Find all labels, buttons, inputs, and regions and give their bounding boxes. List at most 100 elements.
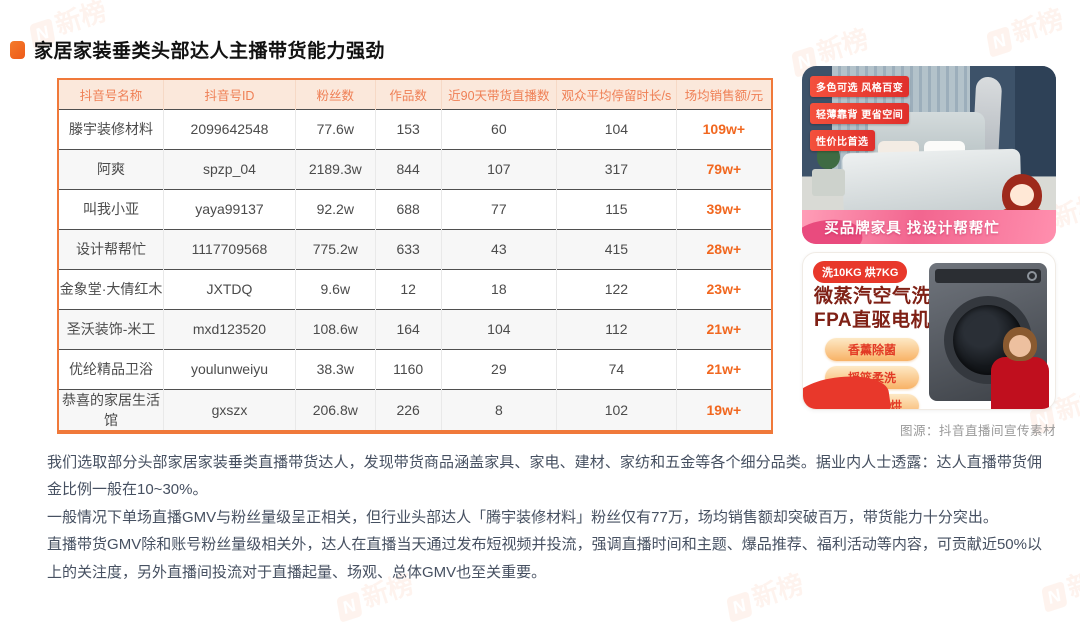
table-row: 设计帮帮忙 1117709568 775.2w 633 43 415 28w+ bbox=[58, 228, 772, 269]
cell-name: 阿爽 bbox=[58, 148, 164, 189]
cell-gmv: 79w+ bbox=[675, 148, 772, 189]
table-row: 优纶精品卫浴 youlunweiyu 38.3w 1160 29 74 21w+ bbox=[58, 348, 772, 389]
header-live-count: 近90天带货直播数 bbox=[440, 79, 557, 109]
table-row: 滕宇装修材料 2099642548 77.6w 153 60 104 109w+ bbox=[58, 108, 772, 149]
cell-gmv: 21w+ bbox=[675, 348, 772, 389]
promo-column: 多色可选 风格百变 轻薄靠背 更省空间 性价比首选 买品牌家具 找设计帮帮忙 洗… bbox=[802, 66, 1056, 439]
pill-fragrance: 香薰除菌 bbox=[825, 338, 919, 361]
banner-slogan: 买品牌家具 找设计帮帮忙 bbox=[824, 220, 1000, 237]
mascot-face bbox=[1010, 184, 1034, 206]
header-fans: 粉丝数 bbox=[294, 79, 376, 109]
host-face bbox=[1009, 335, 1031, 357]
furniture-ad-image: 多色可选 风格百变 轻薄靠背 更省空间 性价比首选 买品牌家具 找设计帮帮忙 bbox=[802, 66, 1056, 244]
cell-works: 12 bbox=[374, 268, 442, 309]
cell-fans: 38.3w bbox=[294, 348, 376, 389]
washer-ad-image: 洗10KG 烘7KG 微蒸汽空气洗 FPA直驱电机 香薰除菌 摇篮柔洗 智能蒸汽… bbox=[802, 252, 1056, 410]
ad-banner: 买品牌家具 找设计帮帮忙 bbox=[802, 210, 1056, 244]
cell-stay: 115 bbox=[556, 188, 677, 229]
cell-gmv: 39w+ bbox=[675, 188, 772, 229]
cell-name: 优纶精品卫浴 bbox=[58, 348, 164, 389]
cell-works: 164 bbox=[374, 308, 442, 349]
image-source-caption: 图源：抖音直播间宣传素材 bbox=[899, 424, 1056, 438]
cell-stay: 112 bbox=[556, 308, 677, 349]
watermark-logo: N新榜 bbox=[1036, 554, 1080, 614]
cell-lives: 18 bbox=[440, 268, 557, 309]
cell-lives: 29 bbox=[440, 348, 557, 389]
cell-name: 滕宇装修材料 bbox=[58, 108, 164, 149]
cell-lives: 60 bbox=[440, 108, 557, 149]
badge-value: 性价比首选 bbox=[810, 130, 875, 151]
watermark-logo: N新榜 bbox=[981, 0, 1068, 58]
header-gmv: 场均销售额/元 bbox=[675, 79, 772, 109]
washer-control-panel bbox=[935, 269, 1041, 283]
cell-name: 金象堂·大倩红木 bbox=[58, 268, 164, 309]
cell-lives: 43 bbox=[440, 228, 557, 269]
washer-dial bbox=[1027, 271, 1037, 281]
cell-fans: 77.6w bbox=[294, 108, 376, 149]
host-photo bbox=[989, 327, 1051, 409]
header-account-name: 抖音号名称 bbox=[58, 79, 164, 109]
table-header-row: 抖音号名称 抖音号ID 粉丝数 作品数 近90天带货直播数 观众平均停留时长/s… bbox=[58, 79, 772, 109]
cell-gmv: 21w+ bbox=[675, 308, 772, 349]
cell-stay: 317 bbox=[556, 148, 677, 189]
paragraph-2: 一般情况下单场直播GMV与粉丝量级呈正相关，但行业头部达人「腾宇装修材料」粉丝仅… bbox=[47, 508, 998, 526]
cell-name: 叫我小亚 bbox=[58, 188, 164, 229]
headline-line1: 微蒸汽空气洗 bbox=[814, 286, 932, 307]
header-works: 作品数 bbox=[374, 79, 442, 109]
cell-gmv: 19w+ bbox=[675, 388, 772, 432]
cell-works: 844 bbox=[374, 148, 442, 189]
paragraph-3: 直播带货GMV除和账号粉丝量级相关外，达人在直播当天通过发布短视频并投流，强调直… bbox=[47, 536, 1042, 581]
cell-id: spzp_04 bbox=[163, 148, 296, 189]
cell-fans: 92.2w bbox=[294, 188, 376, 229]
header-avg-stay: 观众平均停留时长/s bbox=[556, 79, 677, 109]
cell-works: 1160 bbox=[374, 348, 442, 389]
washer-headline: 微蒸汽空气洗 FPA直驱电机 bbox=[814, 285, 931, 333]
cell-gmv: 23w+ bbox=[675, 268, 772, 309]
host-suit bbox=[991, 357, 1049, 409]
cell-id: 2099642548 bbox=[163, 108, 296, 149]
table-row: 圣沃装饰-米工 mxd123520 108.6w 164 104 112 21w… bbox=[58, 308, 772, 349]
cell-id: mxd123520 bbox=[163, 308, 296, 349]
cell-works: 688 bbox=[374, 188, 442, 229]
cell-stay: 74 bbox=[556, 348, 677, 389]
cell-works: 633 bbox=[374, 228, 442, 269]
cell-works: 153 bbox=[374, 108, 442, 149]
cell-stay: 104 bbox=[556, 108, 677, 149]
cell-fans: 775.2w bbox=[294, 228, 376, 269]
cell-id: youlunweiyu bbox=[163, 348, 296, 389]
wall-dark-column bbox=[1015, 66, 1056, 177]
newrank-logo-icon: N bbox=[726, 590, 753, 623]
analysis-text: 我们选取部分头部家居家装垂类直播带货达人，发现带货商品涵盖家具、家电、建材、家纺… bbox=[47, 449, 1042, 586]
ad-feature-badges: 多色可选 风格百变 轻薄靠背 更省空间 性价比首选 bbox=[810, 76, 910, 151]
cell-fans: 9.6w bbox=[294, 268, 376, 309]
cell-id: 1117709568 bbox=[163, 228, 296, 269]
cell-works: 226 bbox=[374, 388, 442, 432]
cell-lives: 104 bbox=[440, 308, 557, 349]
cell-name: 设计帮帮忙 bbox=[58, 228, 164, 269]
cell-stay: 415 bbox=[556, 228, 677, 269]
cell-name: 恭喜的家居生活馆 bbox=[58, 388, 164, 432]
table-row: 金象堂·大倩红木 JXTDQ 9.6w 12 18 122 23w+ bbox=[58, 268, 772, 309]
headline-line2: FPA直驱电机 bbox=[814, 309, 931, 331]
cell-id: gxszx bbox=[163, 388, 296, 432]
cell-lives: 8 bbox=[440, 388, 557, 432]
cell-stay: 122 bbox=[556, 268, 677, 309]
badge-colors: 多色可选 风格百变 bbox=[810, 76, 910, 97]
header-account-id: 抖音号ID bbox=[163, 79, 296, 109]
capacity-badge: 洗10KG 烘7KG bbox=[813, 261, 908, 283]
cell-fans: 108.6w bbox=[294, 308, 376, 349]
title-accent-bar bbox=[10, 40, 25, 59]
newrank-logo-icon: N bbox=[336, 590, 363, 623]
nightstand bbox=[812, 169, 846, 196]
paragraph-1: 我们选取部分头部家居家装垂类直播带货达人，发现带货商品涵盖家具、家电、建材、家纺… bbox=[47, 454, 1042, 499]
influencer-table: 抖音号名称 抖音号ID 粉丝数 作品数 近90天带货直播数 观众平均停留时长/s… bbox=[57, 78, 773, 434]
table-row: 叫我小亚 yaya99137 92.2w 688 77 115 39w+ bbox=[58, 188, 772, 229]
table-row: 恭喜的家居生活馆 gxszx 206.8w 226 8 102 19w+ bbox=[58, 388, 772, 432]
newrank-logo-icon: N bbox=[1041, 580, 1068, 613]
cell-name: 圣沃装饰-米工 bbox=[58, 308, 164, 349]
table-row: 阿爽 spzp_04 2189.3w 844 107 317 79w+ bbox=[58, 148, 772, 189]
cell-id: JXTDQ bbox=[163, 268, 296, 309]
cell-gmv: 109w+ bbox=[675, 108, 772, 149]
badge-backrest: 轻薄靠背 更省空间 bbox=[810, 103, 910, 124]
cell-stay: 102 bbox=[556, 388, 677, 432]
